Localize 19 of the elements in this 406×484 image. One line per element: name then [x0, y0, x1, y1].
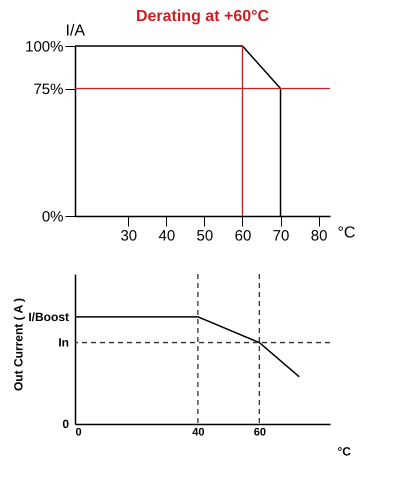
x-tick-label: 60 [254, 426, 266, 438]
x-tick-label: 70 [272, 228, 290, 244]
text: I/Boost [28, 310, 69, 324]
x-tick-label: 80 [310, 228, 328, 244]
y-tick-label: 0% [42, 208, 64, 226]
x-axis-title: °C [338, 224, 356, 242]
y-tick-label: 75% [33, 81, 64, 98]
x-tick-label: 60 [234, 228, 252, 244]
x-axis-title: °C [338, 444, 352, 458]
y-axis-title: I/A [66, 22, 86, 40]
x-tick-label: 40 [192, 426, 205, 438]
x-tick-label: 40 [158, 228, 176, 244]
y-tick-label: 100% [25, 38, 64, 56]
x-tick-label: 30 [120, 228, 138, 244]
x-tick-label: 50 [196, 228, 214, 244]
x-tick-label: 0 [76, 426, 82, 438]
y-axis-title: Out Current ( A ) [12, 298, 26, 392]
ref-line-label: In [58, 336, 69, 350]
chart-title: Derating at +60°C [136, 8, 270, 25]
